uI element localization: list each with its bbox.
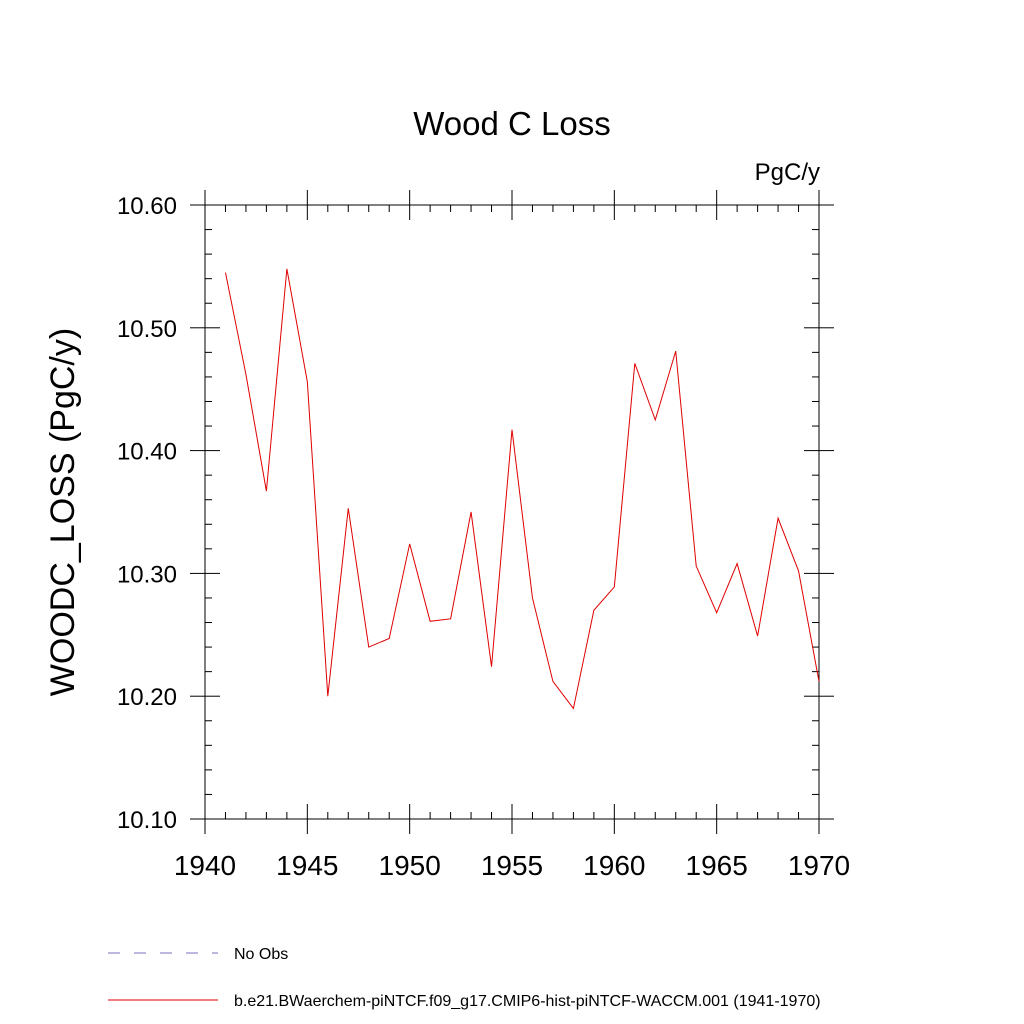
chart-title: Wood C Loss [413,105,610,142]
plot-frame [204,204,820,820]
series-line [224,268,820,710]
y-tick-label: 10.50 [117,316,177,343]
legend-label: No Obs [234,946,288,963]
y-tick-label: 10.40 [117,439,177,466]
series-layer [224,268,820,710]
y-tick-label: 10.60 [117,193,177,220]
y-tick-label: 10.20 [117,684,177,711]
x-tick-label: 1940 [174,850,236,881]
y-tick-label: 10.30 [117,561,177,588]
axis-tick-labels: 1940 1945 1950 1955 1960 1965 1970 10.10 10.20 10… [117,193,850,881]
legend: No Obs b.e21.BWaerchem-piNTCF.f09_g17.CMI… [108,946,821,1010]
x-tick-label: 1970 [788,850,850,881]
axis-ticks [190,190,834,834]
x-tick-label: 1965 [686,850,748,881]
x-tick-label: 1950 [379,850,441,881]
units-label: PgC/y [755,159,820,186]
x-tick-label: 1955 [481,850,543,881]
legend-label: b.e21.BWaerchem-piNTCF.f09_g17.CMIP6-his… [234,993,821,1010]
x-tick-label: 1945 [276,850,338,881]
y-tick-label: 10.10 [117,807,177,834]
y-axis-label: WOODC_LOSS (PgC/y) [44,328,82,696]
x-tick-label: 1960 [583,850,645,881]
